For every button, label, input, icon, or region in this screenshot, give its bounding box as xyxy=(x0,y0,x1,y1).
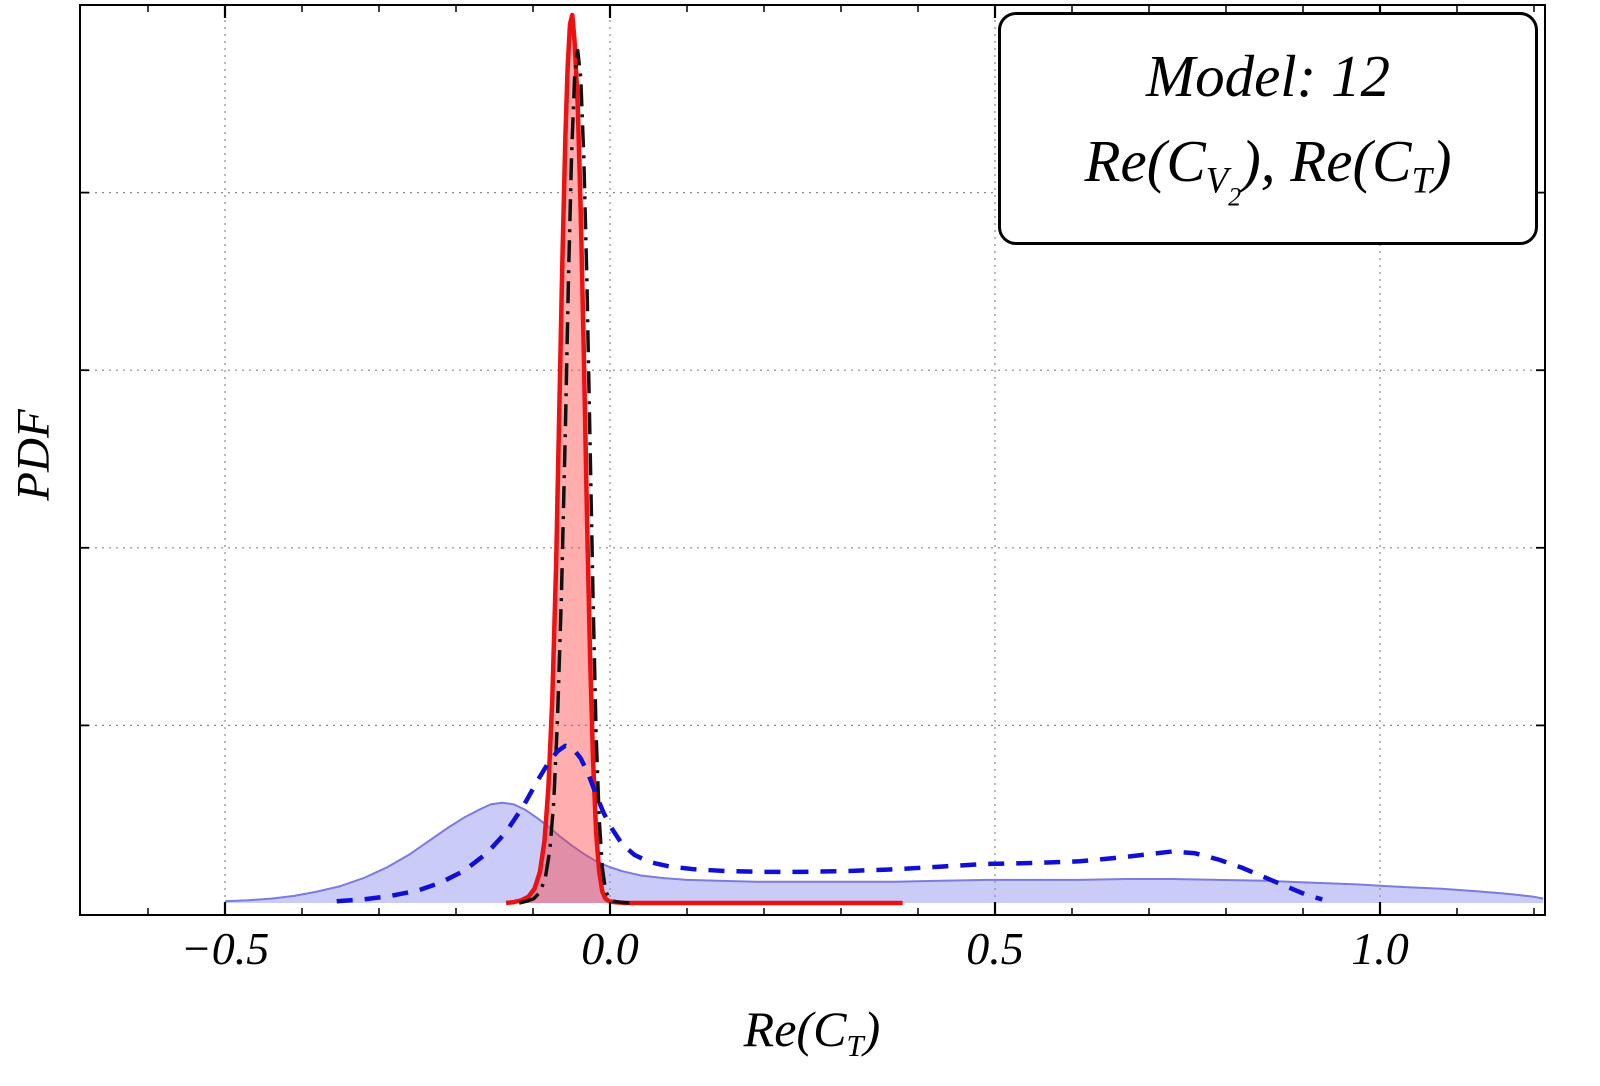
x-tick-label: 0.5 xyxy=(966,923,1024,974)
x-tick-label: −0.5 xyxy=(180,923,270,974)
series-blue-filled-pdf-fill xyxy=(225,802,1544,903)
rich-text-token: Re(C xyxy=(743,1001,847,1057)
rich-text-token: ) xyxy=(1431,127,1452,194)
series-black-dash-dot-pdf-line xyxy=(518,48,630,905)
rich-text-token: V xyxy=(1205,159,1229,201)
rich-text-token: ) xyxy=(1241,127,1261,194)
rich-text-token: ) xyxy=(863,1001,881,1057)
legend-parameters-label: Re(CV2), Re(CT) xyxy=(1085,131,1452,212)
rich-text-token: T xyxy=(1411,159,1432,201)
y-axis-label: PDF xyxy=(7,409,60,501)
x-tick-label: 1.0 xyxy=(1351,923,1409,974)
rich-text-token: , xyxy=(1260,127,1291,194)
x-tick-label: 0.0 xyxy=(581,923,639,974)
rich-text-token: T xyxy=(846,1027,864,1063)
x-axis-label: Re(CT) xyxy=(744,1004,881,1061)
plot-frame xyxy=(79,4,1546,916)
rich-text-token: Re(C xyxy=(1084,127,1206,194)
legend-model-label: Model: 12 xyxy=(1145,42,1391,109)
series-red-solid-pdf-line xyxy=(505,12,903,906)
series-blue-filled-pdf-line xyxy=(224,801,1544,903)
legend-box: Model: 12 Re(CV2), Re(CT) xyxy=(998,12,1538,245)
rich-text-token: Re(C xyxy=(1290,127,1412,194)
rich-text-token: 2 xyxy=(1228,182,1242,212)
